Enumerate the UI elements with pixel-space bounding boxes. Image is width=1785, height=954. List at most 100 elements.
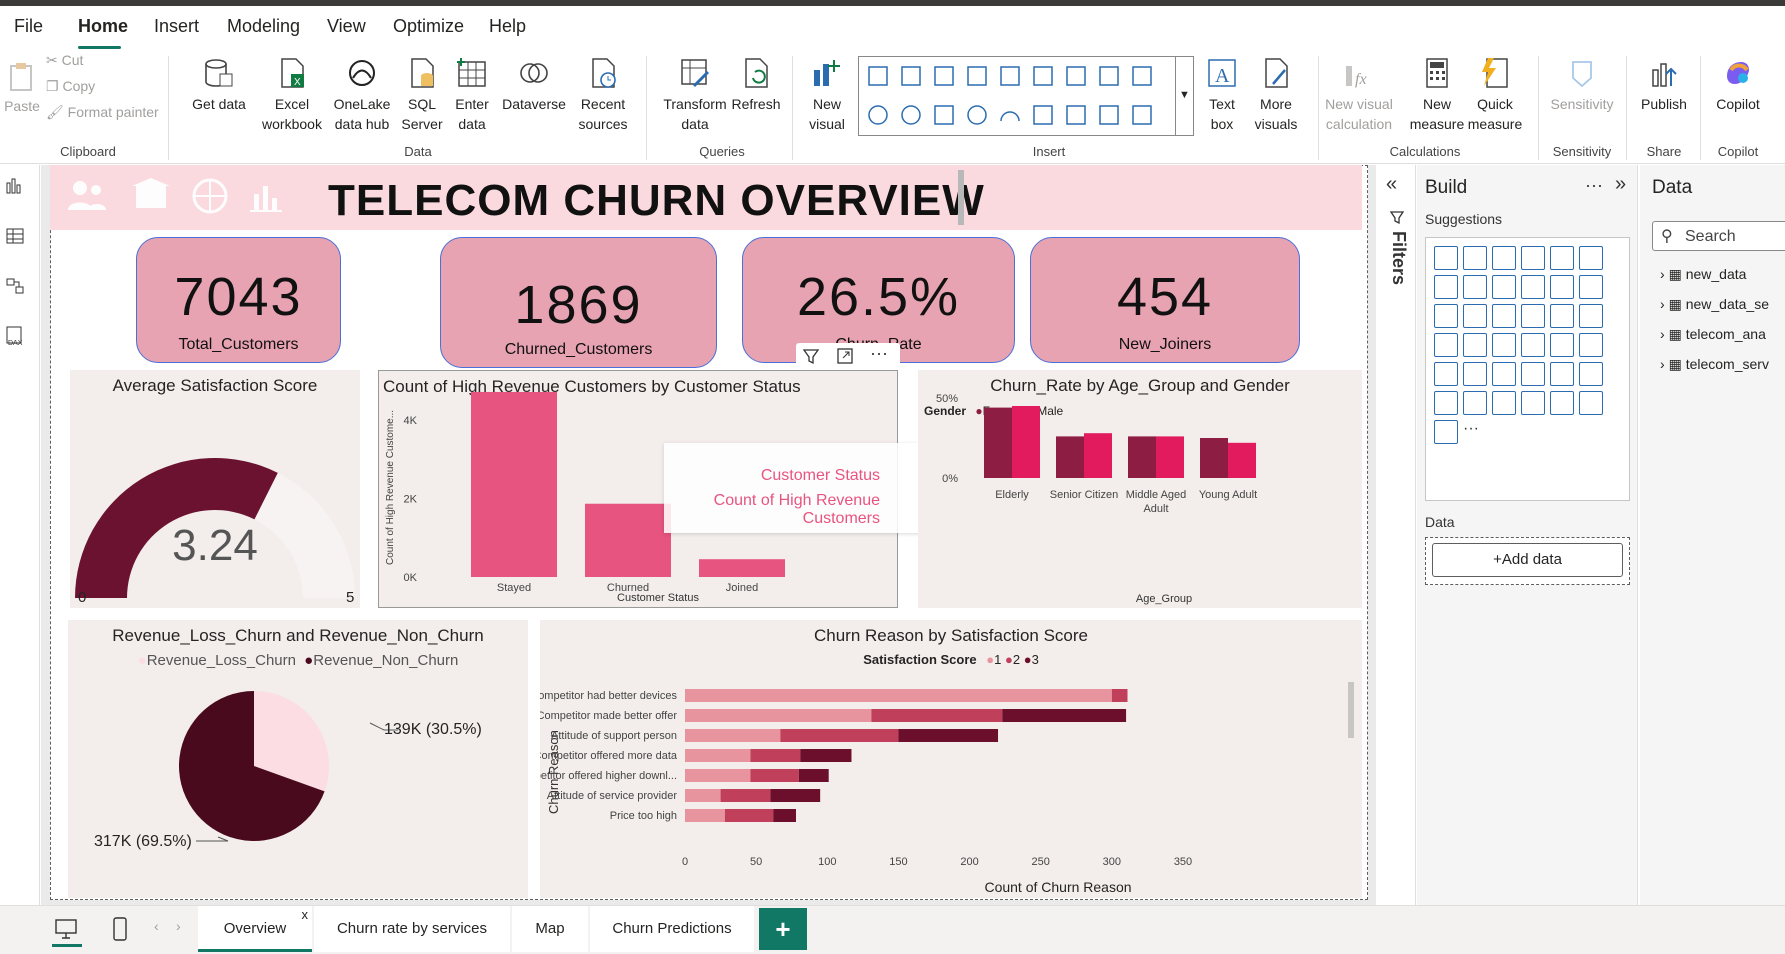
visual-type-icon[interactable]: [1434, 246, 1458, 270]
data-table-item[interactable]: › ▦ new_data_se: [1660, 296, 1769, 313]
data-search-box[interactable]: ⚲ Search: [1652, 221, 1785, 251]
visual-type-icon[interactable]: [1579, 362, 1603, 386]
model-view-icon[interactable]: [6, 277, 24, 295]
gauge-visual[interactable]: Average Satisfaction Score 3.24 0 5: [70, 370, 360, 608]
menu-modeling[interactable]: Modeling: [227, 16, 301, 36]
menu-optimize[interactable]: Optimize: [393, 16, 465, 36]
report-view-icon[interactable]: [6, 177, 24, 195]
visual-type-icon[interactable]: [1550, 362, 1574, 386]
visual-type-icon[interactable]: [1492, 246, 1516, 270]
add-page-button[interactable]: +: [759, 908, 807, 950]
enter-data-button[interactable]: Enter data: [452, 50, 492, 132]
visual-type-icon[interactable]: [1550, 333, 1574, 357]
vertical-scrollbar[interactable]: [1348, 682, 1354, 738]
visual-type-icon[interactable]: [1521, 275, 1545, 299]
table-view-icon[interactable]: [6, 227, 24, 245]
visual-type-icon[interactable]: [1521, 246, 1545, 270]
transform-data-button[interactable]: Transform data: [660, 50, 730, 132]
visual-type-icon[interactable]: [1492, 275, 1516, 299]
recent-sources-button[interactable]: Recent sources: [572, 50, 634, 132]
sql-server-button[interactable]: SQL Server: [401, 50, 443, 132]
visual-type-icon[interactable]: [1579, 333, 1603, 357]
close-tab-icon[interactable]: x: [301, 907, 309, 922]
visual-type-icon[interactable]: [1550, 304, 1574, 328]
menu-view[interactable]: View: [327, 16, 366, 36]
visual-type-icon[interactable]: [1521, 391, 1545, 415]
visualizations-gallery[interactable]: ···: [1425, 237, 1630, 501]
text-box-button[interactable]: A Text box: [1200, 50, 1244, 132]
cut-button[interactable]: ✂ Cut: [46, 52, 84, 68]
visual-type-icon[interactable]: [1434, 304, 1458, 328]
mobile-view-icon[interactable]: [112, 916, 128, 942]
new-visual-calculation-button[interactable]: fx New visual calculation: [1320, 50, 1398, 132]
tab-map[interactable]: Map: [512, 906, 588, 952]
new-measure-button[interactable]: New measure: [1410, 50, 1464, 132]
more-options-icon[interactable]: ···: [870, 343, 888, 363]
kpi-total-customers[interactable]: 7043 Total_Customers: [136, 237, 341, 363]
visual-type-icon[interactable]: [1463, 362, 1487, 386]
visual-type-icon[interactable]: [1492, 391, 1516, 415]
kpi-churned-customers[interactable]: 1869 Churned_Customers: [440, 237, 717, 368]
visual-type-icon[interactable]: [1434, 420, 1458, 444]
visual-type-icon[interactable]: [1492, 333, 1516, 357]
visual-type-icon[interactable]: [1550, 246, 1574, 270]
more-visuals-button[interactable]: More visuals: [1246, 50, 1306, 132]
data-table-item[interactable]: › ▦ telecom_ana: [1660, 326, 1766, 343]
focus-mode-icon[interactable]: [836, 347, 854, 365]
visual-type-icon[interactable]: [1492, 304, 1516, 328]
next-page-icon[interactable]: ›: [176, 918, 181, 934]
onelake-button[interactable]: OneLake data hub: [328, 50, 396, 132]
visual-type-icon[interactable]: [1550, 391, 1574, 415]
prev-page-icon[interactable]: ‹: [154, 918, 159, 934]
visual-type-icon[interactable]: [1434, 275, 1458, 299]
revenue-pie-chart[interactable]: Revenue_Loss_Churn and Revenue_Non_Churn…: [68, 620, 528, 898]
visual-gallery[interactable]: [858, 56, 1176, 136]
data-table-item[interactable]: › ▦ new_data: [1660, 266, 1746, 283]
quick-measure-button[interactable]: Quick measure: [1468, 50, 1522, 132]
menu-help[interactable]: Help: [489, 16, 527, 36]
visual-type-icon[interactable]: [1463, 333, 1487, 357]
gallery-expand-button[interactable]: ▼: [1176, 56, 1194, 136]
add-data-button[interactable]: +Add data: [1432, 543, 1623, 577]
tab-churn-predictions[interactable]: Churn Predictions: [590, 906, 754, 952]
kpi-churn-rate[interactable]: 26.5% Churn_Rate: [742, 237, 1015, 363]
filters-pane-collapsed[interactable]: « Filters: [1376, 165, 1416, 910]
paste-button[interactable]: Paste: [4, 56, 40, 136]
publish-button[interactable]: Publish: [1636, 50, 1692, 130]
visual-type-icon[interactable]: [1492, 362, 1516, 386]
visual-type-icon[interactable]: [1434, 333, 1458, 357]
visual-type-icon[interactable]: [1579, 275, 1603, 299]
age-group-churn-chart[interactable]: Churn_Rate by Age_Group and Gender Gende…: [918, 370, 1362, 608]
new-visual-button[interactable]: New visual: [804, 50, 850, 132]
collapse-left-icon[interactable]: «: [1386, 173, 1398, 195]
expand-right-icon[interactable]: »: [1615, 173, 1627, 195]
visual-type-icon[interactable]: [1579, 246, 1603, 270]
format-painter-button[interactable]: 🖌 Format painter: [46, 104, 159, 120]
visual-type-icon[interactable]: [1579, 391, 1603, 415]
visual-type-icon[interactable]: [1463, 391, 1487, 415]
visual-type-icon[interactable]: [1463, 275, 1487, 299]
dataverse-button[interactable]: Dataverse: [500, 50, 568, 130]
churn-reason-chart[interactable]: Churn Reason by Satisfaction Score Satis…: [540, 620, 1362, 898]
menu-file[interactable]: File: [14, 16, 44, 36]
sensitivity-button[interactable]: Sensitivity: [1546, 50, 1618, 130]
menu-insert[interactable]: Insert: [154, 16, 200, 36]
tab-overview[interactable]: Overview x: [198, 906, 312, 952]
tab-churn-rate-by-services[interactable]: Churn rate by services: [314, 906, 510, 952]
high-revenue-bar-chart[interactable]: Count of High Revenue Customers by Custo…: [378, 370, 898, 608]
desktop-view-icon[interactable]: [54, 918, 78, 940]
get-data-button[interactable]: Get data: [192, 50, 246, 130]
more-options-icon[interactable]: ···: [1585, 175, 1603, 195]
excel-workbook-button[interactable]: X Excel workbook: [260, 50, 324, 132]
visual-type-icon[interactable]: [1434, 391, 1458, 415]
visual-type-icon[interactable]: [1521, 304, 1545, 328]
visual-type-icon[interactable]: [1550, 275, 1574, 299]
kpi-new-joiners[interactable]: 454 New_Joiners: [1030, 237, 1300, 363]
data-table-item[interactable]: › ▦ telecom_serv: [1660, 356, 1769, 373]
visual-type-icon[interactable]: [1579, 304, 1603, 328]
copy-button[interactable]: ❐ Copy: [46, 78, 96, 94]
refresh-button[interactable]: Refresh: [730, 50, 782, 130]
visual-type-icon[interactable]: [1521, 333, 1545, 357]
visual-type-icon[interactable]: [1521, 362, 1545, 386]
copilot-button[interactable]: Copilot: [1710, 50, 1766, 130]
